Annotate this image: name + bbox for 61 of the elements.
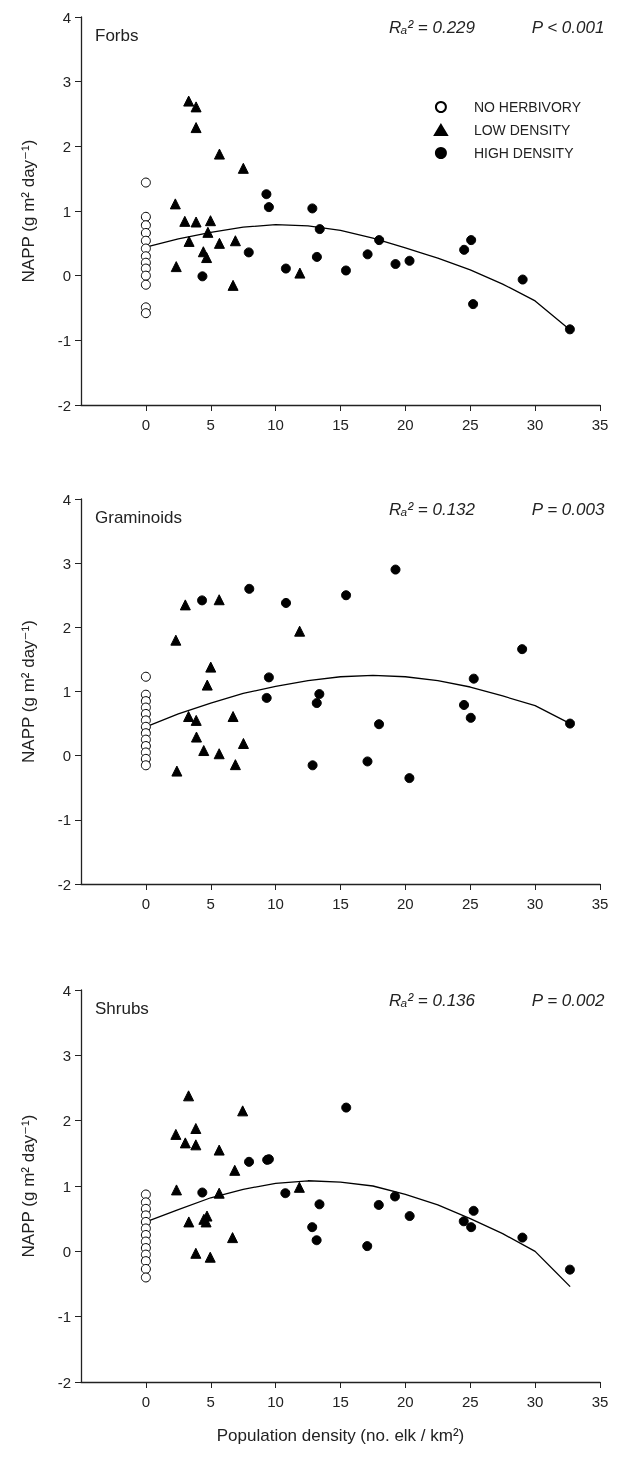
x-tick-label: 15	[332, 895, 349, 912]
annotation: Rₐ² = 0.136	[389, 991, 476, 1010]
y-tick-label: 4	[62, 981, 71, 999]
y-axis-title: NAPP (g m² day⁻¹)	[19, 139, 38, 283]
x-tick-label: 25	[461, 895, 479, 912]
y-tick-label: 1	[62, 1177, 71, 1195]
annotation: Rₐ² = 0.229	[389, 18, 476, 37]
y-tick-label: -2	[57, 875, 71, 893]
text: Graminoids	[95, 508, 182, 527]
x-tick-label: 15	[332, 416, 349, 433]
x-axis-title: Population density (no. elk / km²)	[216, 1426, 465, 1445]
x-tick-label: 5	[206, 416, 215, 433]
x-tick-label: 5	[206, 895, 215, 912]
y-axis-title: NAPP (g m² day⁻¹)	[19, 620, 38, 763]
text: Shrubs	[95, 999, 149, 1018]
x-tick-label: 35	[591, 1393, 609, 1410]
legend-label: LOW DENSITY	[473, 122, 572, 138]
annotation: P = 0.003	[531, 500, 605, 519]
x-tick-label: 0	[141, 416, 151, 433]
annotation: P = 0.002	[531, 991, 605, 1010]
legend-label: HIGH DENSITY	[473, 145, 575, 161]
x-tick-label: 20	[397, 895, 414, 912]
x-tick-label: 10	[267, 1393, 284, 1410]
y-tick-label: -2	[57, 396, 71, 414]
y-tick-label: 2	[62, 1112, 71, 1130]
y-tick-label: 3	[62, 73, 71, 91]
x-tick-label: 0	[141, 1393, 151, 1410]
x-tick-label: 15	[332, 1393, 349, 1410]
x-tick-label: 30	[526, 416, 544, 433]
y-tick-label: -1	[57, 331, 71, 349]
x-tick-label: 35	[591, 895, 609, 912]
x-tick-label: 30	[526, 1393, 544, 1410]
y-tick-label: 1	[62, 683, 71, 700]
x-tick-label: 35	[591, 416, 609, 433]
y-tick-label: -2	[57, 1373, 71, 1391]
x-tick-label: 30	[526, 895, 544, 912]
x-tick-label: 25	[461, 1393, 479, 1410]
y-tick-label: 2	[62, 618, 71, 636]
y-tick-label: 4	[62, 8, 71, 26]
y-tick-label: 2	[62, 137, 71, 155]
text: Forbs	[95, 26, 139, 45]
legend-label: NO HERBIVORY	[473, 99, 582, 115]
y-axis-title: NAPP (g m² day⁻¹)	[19, 1114, 38, 1258]
annotation: Rₐ² = 0.132	[389, 500, 476, 519]
x-tick-label: 10	[267, 895, 284, 912]
y-tick-label: 3	[62, 554, 71, 572]
y-tick-label: 0	[62, 747, 71, 765]
x-tick-label: 20	[397, 1393, 414, 1410]
y-tick-label: -1	[57, 1308, 71, 1326]
x-tick-label: 0	[141, 895, 151, 912]
y-tick-label: -1	[57, 811, 71, 829]
y-tick-label: 1	[62, 202, 71, 220]
y-tick-label: 3	[62, 1046, 71, 1064]
x-tick-label: 20	[397, 416, 414, 433]
x-tick-label: 25	[461, 416, 479, 433]
x-tick-label: 10	[267, 416, 284, 433]
annotation: P < 0.001	[531, 18, 605, 37]
y-tick-label: 0	[62, 1242, 71, 1260]
y-tick-label: 0	[62, 267, 71, 285]
y-tick-label: 4	[62, 490, 71, 508]
x-tick-label: 5	[206, 1393, 215, 1410]
